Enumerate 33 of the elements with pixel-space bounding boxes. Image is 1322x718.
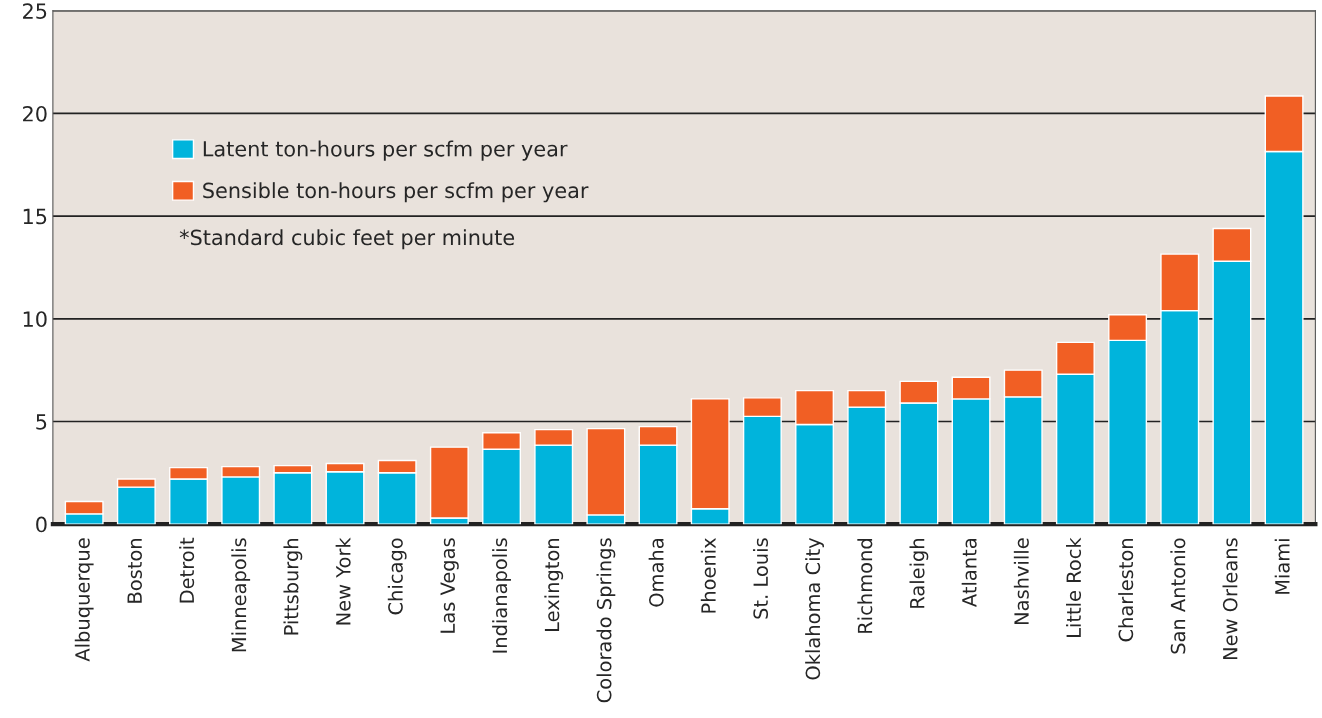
x-tick-label: Atlanta	[961, 539, 977, 607]
legend-label: Sensible ton-hours per scfm per year	[203, 182, 589, 203]
x-tick-label: Chicago	[387, 538, 407, 615]
y-tick-label: 20	[23, 105, 47, 122]
x-tick-label: Pittsburgh	[283, 538, 303, 635]
y-tick-label: 25	[23, 3, 47, 19]
annotation: *Standard cubic feet per minute	[179, 229, 515, 250]
x-tick-label: New Orleans	[1222, 538, 1238, 660]
x-tick-label: Miami	[1274, 539, 1290, 594]
x-tick-label: Charleston	[1118, 538, 1134, 642]
x-tick-label: Colorado Springs	[596, 538, 616, 703]
x-tick-label: Boston	[127, 538, 142, 603]
x-tick-label: Minneapolis	[231, 538, 251, 652]
y-tick-label: 15	[23, 208, 47, 225]
x-tick-label: Las Vegas	[440, 538, 459, 633]
y-tick-label: 5	[36, 414, 47, 430]
x-tick-label: Nashville	[1013, 538, 1029, 625]
x-tick-label: Richmond	[857, 539, 873, 633]
x-tick-label: New York	[335, 537, 351, 625]
x-tick-label: Little Rock	[1066, 537, 1082, 637]
x-tick-label: St. Louis	[752, 538, 769, 619]
y-tick-label: 10	[23, 311, 47, 327]
x-tick-label: Oklahoma City	[805, 537, 824, 680]
x-tick-label: San Antonio	[1170, 538, 1186, 654]
x-tick-label: Indianapolis	[492, 538, 511, 653]
x-tick-label: Omaha	[648, 539, 664, 607]
x-tick-label: Lexington	[544, 538, 564, 631]
x-tick-label: Albuquerque	[74, 538, 94, 662]
y-tick-label: 0	[36, 516, 47, 533]
legend-label: Latent ton-hours per scfm per year	[203, 140, 568, 161]
x-tick-label: Detroit	[179, 537, 195, 603]
x-tick-label: Raleigh	[909, 538, 929, 608]
x-tick-label: Phoenix	[700, 537, 716, 613]
